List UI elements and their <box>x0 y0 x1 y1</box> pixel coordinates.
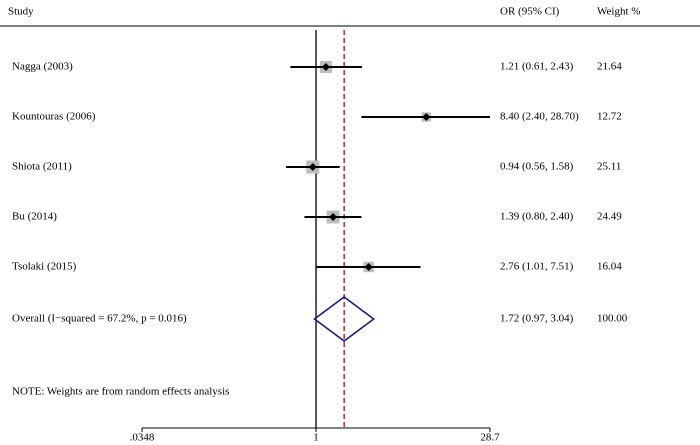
overall-diamond <box>313 296 375 342</box>
weight-header: Weight % <box>597 6 640 18</box>
x-tick-label: .0348 <box>130 432 155 444</box>
point-estimate <box>364 263 373 271</box>
weight-label: 16.04 <box>597 261 622 273</box>
overall-weight-label: 100.00 <box>597 313 628 325</box>
study-label: Bu (2014) <box>12 211 57 223</box>
ci-label: 8.40 (2.40, 28.70) <box>500 111 579 123</box>
ci-label: 0.94 (0.56, 1.58) <box>500 161 574 173</box>
study-label: Shiota (2011) <box>12 161 72 173</box>
weight-label: 25.11 <box>597 161 621 173</box>
ci-header: OR (95% CI) <box>500 6 560 18</box>
overall-ci-label: 1.72 (0.97, 3.04) <box>500 313 574 325</box>
ci-label: 1.21 (0.61, 2.43) <box>500 61 574 73</box>
note: NOTE: Weights are from random effects an… <box>12 386 229 398</box>
study-header: Study <box>8 6 34 18</box>
x-tick-label: 28.7 <box>480 432 500 444</box>
study-label: Nagga (2003) <box>12 61 73 73</box>
study-label: Kountouras (2006) <box>12 111 96 123</box>
study-label: Tsolaki (2015) <box>12 261 77 273</box>
x-tick-label: 1 <box>313 432 319 444</box>
point-estimate <box>422 113 431 121</box>
weight-label: 24.49 <box>597 211 622 223</box>
ci-label: 1.39 (0.80, 2.40) <box>500 211 574 223</box>
ci-label: 2.76 (1.01, 7.51) <box>500 261 574 273</box>
weight-label: 21.64 <box>597 61 622 73</box>
point-estimate <box>308 163 317 171</box>
point-estimate <box>329 213 338 221</box>
weight-label: 12.72 <box>597 111 622 123</box>
overall-label: Overall (I−squared = 67.2%, p = 0.016) <box>12 313 187 325</box>
point-estimate <box>321 63 330 71</box>
